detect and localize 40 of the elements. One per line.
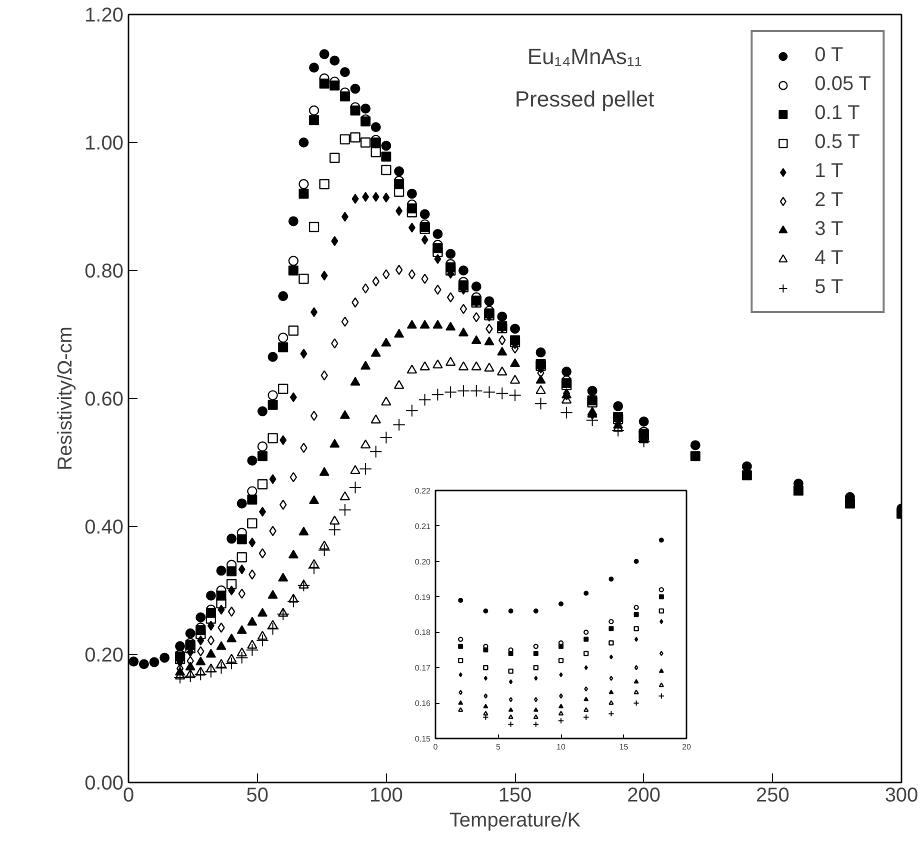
x-tick-label: 20: [682, 742, 692, 752]
y-tick-label: 0.22: [414, 486, 432, 496]
y-tick-label: 0.00: [84, 772, 124, 794]
x-tick-label: 15: [619, 742, 629, 752]
y-tick-label: 0.16: [414, 699, 432, 708]
legend-label: 5 T: [814, 276, 844, 299]
annotation: Pressed pellet: [514, 86, 654, 112]
x-tick-label: 150: [498, 784, 532, 806]
x-tick-label: 5: [496, 742, 502, 752]
legend-label: 0.05 T: [814, 73, 871, 96]
x-tick-label: 100: [369, 784, 403, 806]
y-axis-title: Resistivity/Ω-cm: [54, 326, 77, 470]
x-axis-title: Temperature/K: [449, 810, 582, 832]
y-tick-label: 1.20: [84, 4, 124, 26]
legend-label: 3 T: [814, 218, 844, 241]
y-tick-label: 0.17: [414, 664, 432, 673]
y-tick-label: 0.80: [84, 260, 124, 282]
y-tick-label: 0.20: [84, 644, 124, 666]
y-tick-label: 0.15: [414, 734, 432, 744]
legend-label: 0.1 T: [814, 102, 860, 125]
y-tick-label: 0.40: [84, 516, 124, 538]
x-tick-label: 200: [627, 784, 661, 806]
x-tick-label: 300: [884, 784, 918, 806]
legend-label: 4 T: [814, 247, 844, 270]
x-tick-label: 0: [122, 784, 134, 806]
y-tick-label: 0.18: [414, 628, 432, 638]
legend-label: 1 T: [814, 160, 844, 183]
x-tick-label: 10: [556, 742, 566, 752]
y-tick-label: 0.21: [414, 522, 432, 531]
x-tick-label: 250: [756, 784, 790, 806]
x-tick-label: 50: [246, 784, 268, 806]
y-tick-label: 1.00: [84, 132, 124, 154]
legend-label: 2 T: [814, 189, 844, 212]
legend-label: 0.5 T: [814, 131, 860, 154]
y-tick-label: 0.20: [414, 557, 432, 566]
y-tick-label: 0.60: [84, 388, 124, 410]
x-tick-label: 0: [433, 742, 438, 752]
y-tick-label: 0.19: [414, 592, 432, 602]
annotation: Eu₁₄MnAs₁₁: [527, 44, 642, 70]
legend-label: 0 T: [814, 44, 844, 67]
